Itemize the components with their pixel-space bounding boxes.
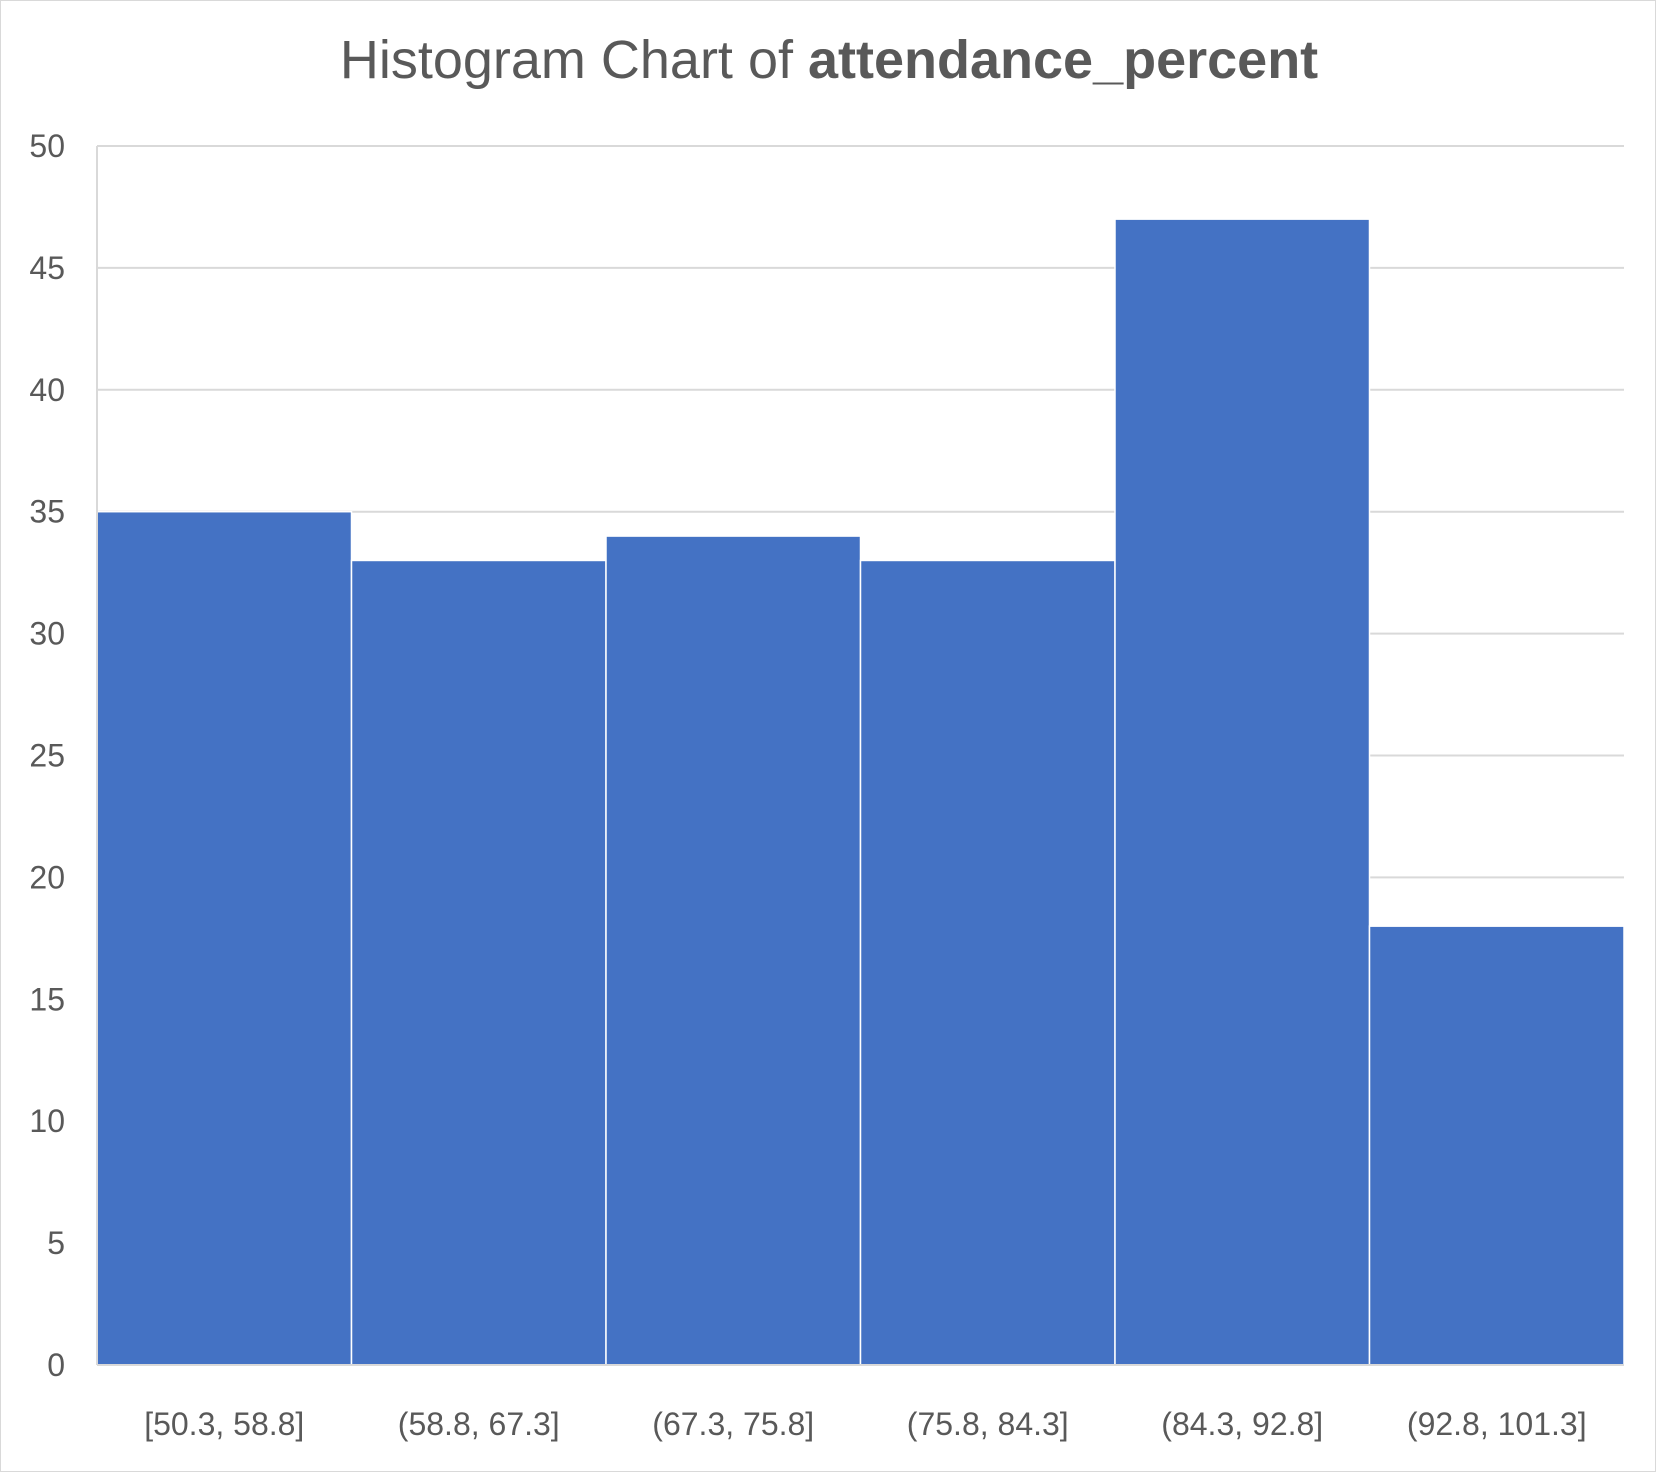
x-tick-label: (84.3, 92.8] bbox=[1161, 1406, 1323, 1442]
y-tick-label: 5 bbox=[47, 1225, 65, 1261]
histogram-bar bbox=[605, 535, 862, 1366]
histogram-bar bbox=[1114, 218, 1371, 1366]
chart-title: Histogram Chart of attendance_percent bbox=[1, 29, 1656, 91]
chart-title-prefix: Histogram Chart of bbox=[339, 30, 808, 90]
y-tick-label: 20 bbox=[29, 859, 65, 895]
x-tick-label: (75.8, 84.3] bbox=[907, 1406, 1069, 1442]
axes bbox=[96, 146, 1624, 1366]
y-tick-label: 45 bbox=[29, 250, 65, 286]
y-tick-label: 50 bbox=[29, 128, 65, 164]
x-tick-label: [50.3, 58.8] bbox=[144, 1406, 304, 1442]
chart-title-variable: attendance_percent bbox=[807, 30, 1319, 90]
histogram-bar bbox=[1368, 925, 1625, 1366]
histogram-bar bbox=[350, 559, 607, 1366]
x-tick-label: (92.8, 101.3] bbox=[1407, 1406, 1587, 1442]
x-tick-label: (58.8, 67.3] bbox=[398, 1406, 560, 1442]
y-tick-label: 35 bbox=[29, 494, 65, 530]
x-axis-tick-labels: [50.3, 58.8] (58.8, 67.3] (67.3, 75.8] (75.… bbox=[144, 1406, 1586, 1442]
y-tick-label: 40 bbox=[29, 372, 65, 408]
y-tick-label: 30 bbox=[29, 616, 65, 652]
y-tick-label: 25 bbox=[29, 738, 65, 774]
x-tick-label: (67.3, 75.8] bbox=[652, 1406, 814, 1442]
y-tick-label: 10 bbox=[29, 1103, 65, 1139]
bars bbox=[96, 218, 1625, 1366]
y-axis-tick-labels: 0 5 10 15 20 25 30 35 40 45 50 bbox=[29, 128, 65, 1383]
y-tick-label: 15 bbox=[29, 981, 65, 1017]
y-tick-label: 0 bbox=[47, 1347, 65, 1383]
histogram-bar bbox=[96, 510, 353, 1366]
histogram-bar bbox=[859, 559, 1116, 1366]
